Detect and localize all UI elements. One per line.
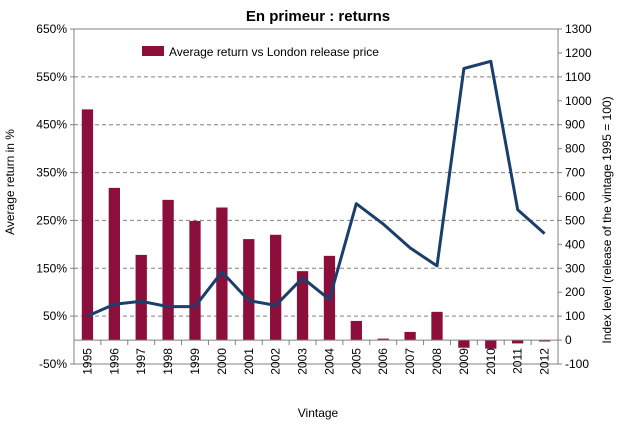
legend-swatch — [142, 46, 164, 56]
y2-tick-label: 0 — [565, 333, 572, 347]
x-tick-label: 2008 — [430, 348, 444, 375]
y2-tick-label: 600 — [565, 190, 585, 204]
bar — [485, 340, 497, 349]
bar — [404, 331, 416, 341]
x-tick-label: 1996 — [107, 348, 121, 375]
y-tick-label: 250% — [36, 213, 67, 227]
bar — [189, 220, 201, 341]
bar — [431, 311, 443, 341]
x-tick-label: 2003 — [296, 348, 310, 375]
y2-tick-label: -100 — [565, 357, 589, 371]
y2-tick-label: 700 — [565, 166, 585, 180]
gridlines — [73, 28, 559, 365]
y2-tick-label: 1100 — [565, 70, 591, 84]
y2-tick-label: 900 — [565, 118, 585, 132]
x-tick-label: 1998 — [161, 348, 175, 375]
x-axis-label: Vintage — [298, 406, 339, 420]
y2-tick-label: 300 — [565, 261, 585, 275]
legend-label: Average return vs London release price — [169, 45, 379, 59]
y-tick-label: 50% — [43, 309, 67, 323]
bar — [270, 234, 282, 341]
y2-tick-label: 800 — [565, 142, 585, 156]
y-tick-label: 350% — [36, 166, 67, 180]
axes — [70, 28, 562, 365]
y-tick-label: 650% — [36, 22, 67, 36]
y-tick-label: -50% — [39, 357, 67, 371]
y2-tick-label: 400 — [565, 237, 585, 251]
x-tick-label: 2004 — [322, 348, 336, 375]
x-tick-label: 2006 — [376, 348, 390, 375]
x-tick-label: 2010 — [484, 348, 498, 375]
legend: Average return vs London release price — [142, 45, 379, 59]
y2-axis-label: Index level (release of the vintage 1995… — [600, 96, 614, 343]
y-tick-label: 450% — [36, 118, 67, 132]
bar — [108, 187, 120, 341]
y2-tick-label: 500 — [565, 213, 585, 227]
bar — [458, 340, 470, 348]
x-tick-label: 2005 — [349, 348, 363, 375]
x-tick-label: 1995 — [80, 348, 94, 375]
x-tick-label: 2011 — [511, 348, 525, 374]
y2-tick-label: 1300 — [565, 22, 592, 36]
bar — [162, 199, 174, 341]
bar — [538, 340, 551, 342]
bar — [135, 254, 147, 341]
x-tick-label: 2012 — [538, 348, 552, 375]
chart-title: En primeur : returns — [246, 8, 390, 25]
y2-tick-label: 1200 — [565, 46, 592, 60]
x-tick-label: 2001 — [242, 348, 256, 375]
index-line — [86, 59, 546, 318]
bar — [350, 320, 362, 341]
x-tick-label: 1999 — [188, 348, 202, 375]
bar-series — [81, 109, 551, 349]
bar — [377, 338, 389, 341]
x-tick-label: 2009 — [457, 348, 471, 375]
bar — [512, 340, 524, 344]
bar — [81, 109, 94, 341]
line-series — [86, 59, 546, 318]
y2-tick-label: 1000 — [565, 94, 592, 108]
tick-labels: -50% 50% 150% 250% 350% 450% 550% 650% -100 0 100 2… — [36, 22, 592, 375]
x-tick-label: 2007 — [403, 348, 417, 375]
y2-tick-label: 200 — [565, 285, 585, 299]
x-tick-label: 1997 — [134, 348, 148, 375]
y-axis-label: Average return in % — [3, 129, 17, 235]
y2-tick-label: 100 — [565, 309, 585, 323]
x-tick-label: 2000 — [215, 348, 229, 375]
y-tick-label: 550% — [36, 70, 67, 84]
bar — [296, 271, 309, 341]
y-tick-label: 150% — [36, 261, 67, 275]
x-tick-label: 2002 — [269, 348, 283, 375]
bar — [243, 239, 255, 341]
